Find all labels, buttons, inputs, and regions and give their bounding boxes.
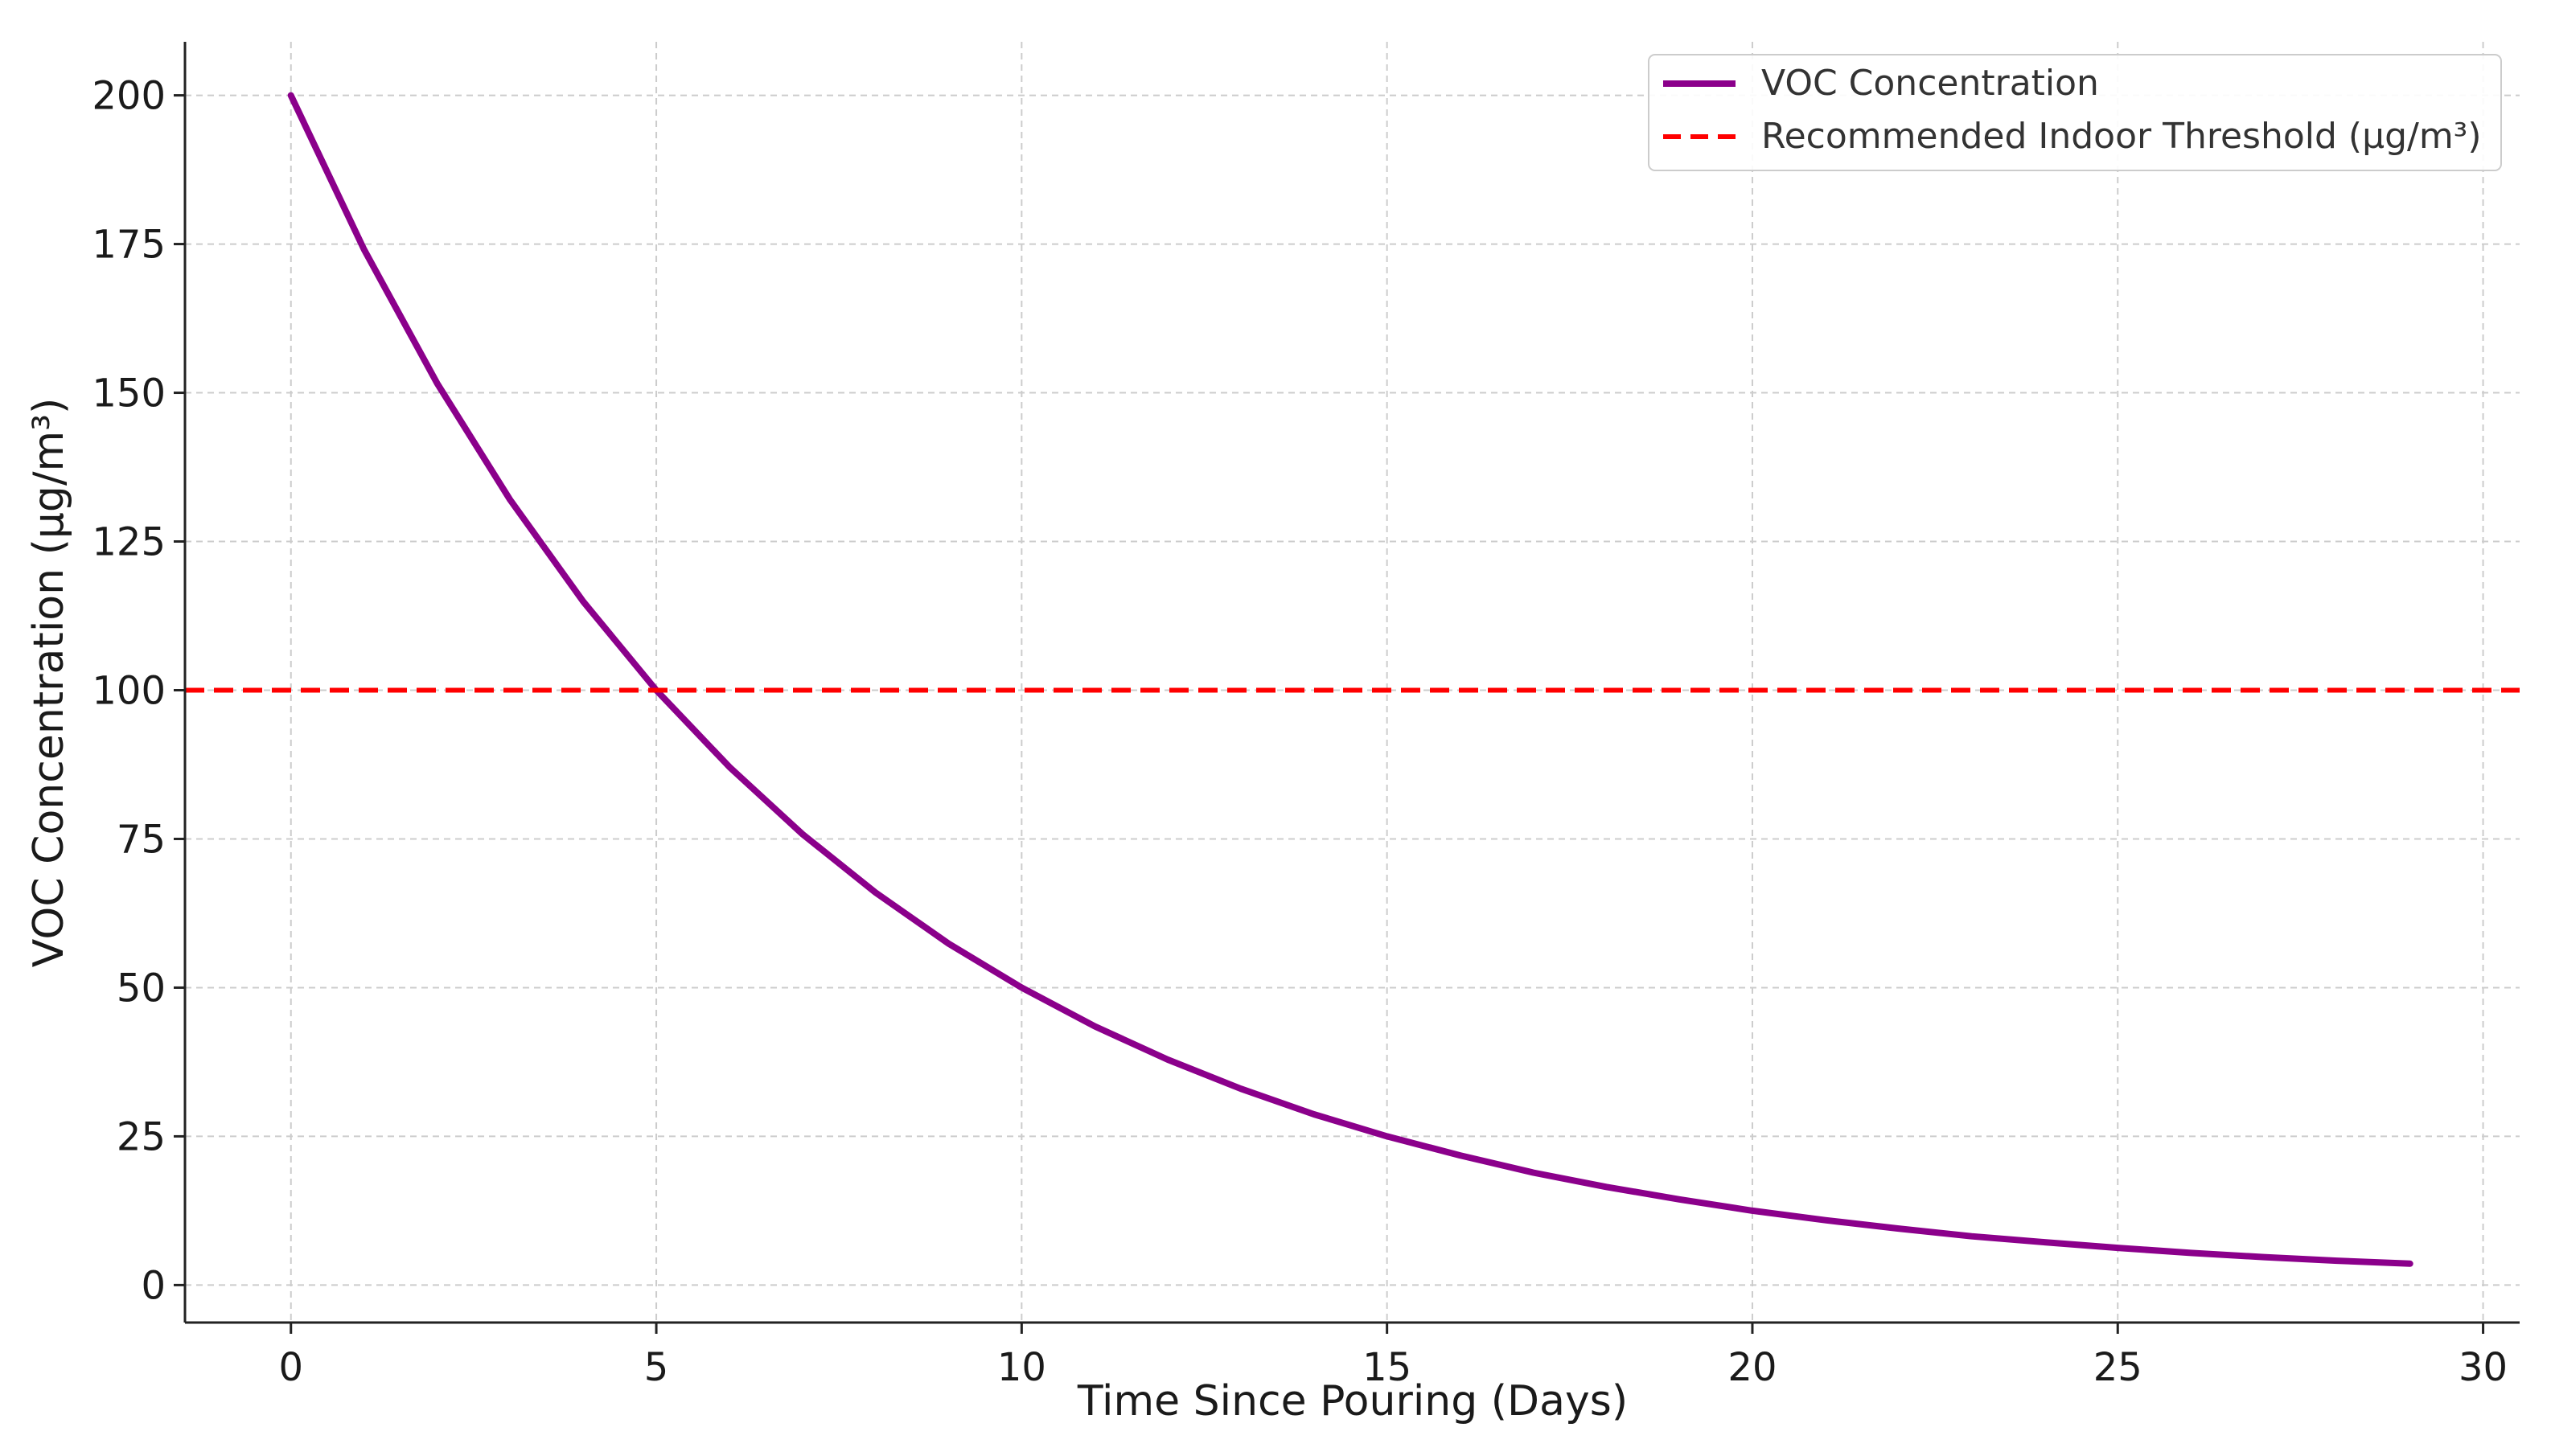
voc-concentration-line [287, 92, 2413, 1267]
legend-label-threshold: Recommended Indoor Threshold (µg/m³) [1761, 116, 2482, 157]
plot-series [185, 92, 2520, 1267]
x-tick-label: 30 [2459, 1345, 2508, 1390]
x-axis-label: Time Since Pouring (Days) [1077, 1377, 1628, 1425]
legend-box [1648, 54, 2502, 171]
legend-label-voc: VOC Concentration [1761, 63, 2099, 104]
y-axis-label: VOC Concentration (µg/m³) [25, 398, 73, 968]
y-tick-label: 75 [117, 817, 166, 862]
y-tick-label: 125 [92, 520, 166, 565]
y-tick-label: 25 [117, 1114, 166, 1159]
y-tick-label: 0 [141, 1263, 166, 1308]
grid [185, 42, 2520, 1323]
x-tick-label: 15 [1362, 1345, 1411, 1390]
legend: VOC Concentration Recommended Indoor Thr… [1648, 54, 2502, 171]
y-tick-label: 150 [92, 371, 166, 416]
y-tick-label: 200 [92, 74, 166, 119]
x-tick-label: 5 [644, 1345, 669, 1390]
x-tick-label: 10 [997, 1345, 1046, 1390]
y-tick-label: 50 [117, 966, 166, 1011]
axes [174, 42, 2520, 1334]
y-tick-label: 100 [92, 668, 166, 713]
tick-labels: 0 5 10 15 20 25 30 0 25 50 75 100 125 150 175 200 [92, 74, 2508, 1390]
x-tick-label: 25 [2093, 1345, 2142, 1390]
x-tick-label: 20 [1727, 1345, 1777, 1390]
y-tick-label: 175 [92, 223, 166, 268]
x-tick-label: 0 [278, 1345, 303, 1390]
